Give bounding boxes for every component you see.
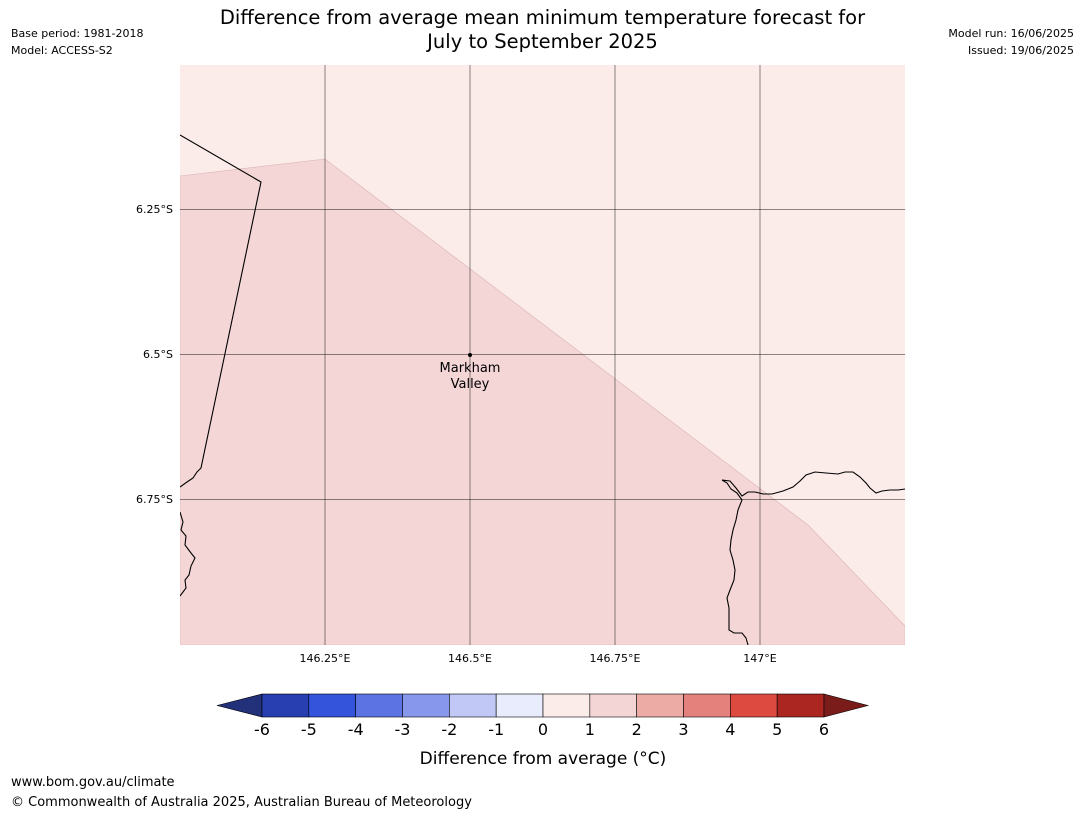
footer-copyright: © Commonwealth of Australia 2025, Austra…	[11, 795, 472, 810]
colorbar-swatch	[308, 693, 356, 718]
markham-valley-marker	[468, 353, 472, 357]
coastlines-and-boundaries	[180, 134, 905, 645]
model-run: Model run: 16/06/2025	[948, 27, 1074, 40]
colorbar-tick-label: 2	[632, 720, 642, 739]
colorbar-label: Difference from average (°C)	[420, 749, 667, 769]
colorbar-swatch	[683, 693, 731, 718]
colorbar-tick-label: -5	[301, 720, 317, 739]
colorbar-tick-label: 4	[725, 720, 735, 739]
issued-date: Issued: 19/06/2025	[967, 44, 1074, 57]
anomaly-zone-1-to-2	[180, 158, 905, 645]
colorbar-tick-label: 0	[538, 720, 548, 739]
colorbar-tick-label: -4	[348, 720, 364, 739]
lon-label-146-25: 146.25°E	[300, 652, 351, 665]
colorbar-tick-label: 1	[585, 720, 595, 739]
west-coastline	[180, 511, 196, 597]
colorbar-swatch	[589, 693, 637, 718]
colorbar-swatch	[542, 693, 591, 718]
place-label-line2: Valley	[451, 377, 490, 392]
lon-label-146-5: 146.5°E	[448, 652, 492, 665]
model-name: Model: ACCESS-S2	[11, 44, 113, 57]
huon-gulf-coastline	[721, 471, 905, 645]
map-title: Difference from average mean minimum tem…	[180, 6, 905, 54]
latitude-labels: 6.25°S 6.5°S 6.75°S	[136, 203, 173, 506]
colorbar-swatch	[636, 693, 684, 718]
colorbar-swatch	[730, 693, 778, 718]
colorbar-tick-label: -6	[254, 720, 270, 739]
colorbar-tick-label: 5	[772, 720, 782, 739]
colorbar-swatch	[355, 693, 403, 718]
longitude-labels: 146.25°E 146.5°E 146.75°E 147°E	[300, 652, 777, 665]
colorbar-tick-labels: -6 -5 -4 -3 -2 -1 0 1 2 3 4 5 6	[254, 720, 829, 739]
colorbar-extend-low	[216, 693, 263, 718]
lon-label-146-75: 146.75°E	[590, 652, 641, 665]
colorbar-tick-label: 6	[819, 720, 829, 739]
header-right-meta: Model run: 16/06/2025 Issued: 19/06/2025	[948, 25, 1074, 59]
province-boundary	[180, 134, 262, 488]
colorbar-swatch	[495, 693, 544, 718]
colorbar-tick-label: -2	[441, 720, 457, 739]
map-title-line2: July to September 2025	[427, 30, 658, 53]
place-label-line1: Markham	[440, 361, 501, 376]
header-left-meta: Base period: 1981-2018 Model: ACCESS-S2	[11, 25, 143, 59]
lat-label-6-5: 6.5°S	[143, 348, 173, 361]
colorbar-swatch	[776, 693, 825, 718]
colorbar-swatch	[261, 693, 310, 718]
colorbar-legend	[216, 693, 870, 718]
colorbar-tick-label: -3	[395, 720, 411, 739]
map-panel: Markham Valley	[180, 65, 905, 645]
map-title-line1: Difference from average mean minimum tem…	[219, 6, 866, 29]
colorbar-swatch	[402, 693, 450, 718]
colorbar-extend-high	[823, 693, 870, 718]
lat-label-6-75: 6.75°S	[136, 493, 173, 506]
base-period: Base period: 1981-2018	[11, 27, 144, 40]
lon-label-147: 147°E	[743, 652, 776, 665]
colorbar-tick-label: 3	[678, 720, 688, 739]
footer-url: www.bom.gov.au/climate	[11, 775, 175, 790]
colorbar-swatch	[449, 693, 497, 718]
lat-label-6-25: 6.25°S	[136, 203, 173, 216]
colorbar-tick-label: -1	[488, 720, 504, 739]
